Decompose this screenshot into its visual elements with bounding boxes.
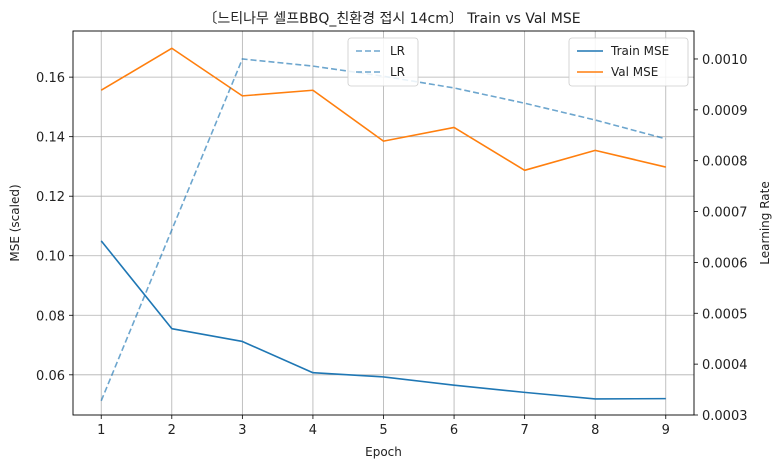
y2-tick-label: 0.0007 xyxy=(702,206,748,221)
x-tick-label: 9 xyxy=(662,423,670,438)
y-tick-label: 0.10 xyxy=(36,250,65,265)
chart-title: 〔느티나무 셀프BBQ_친환경 접시 14cm〕 Train vs Val MS… xyxy=(203,11,580,27)
legend-lr: LR LR xyxy=(347,37,419,87)
x-tick-label: 7 xyxy=(520,423,528,438)
series-line-train-mse xyxy=(100,240,666,400)
y2-tick-label: 0.0008 xyxy=(702,155,748,170)
legend-box xyxy=(347,37,419,87)
series-line-lr xyxy=(100,58,666,402)
y2-tick-label: 0.0006 xyxy=(702,256,748,271)
legend-box xyxy=(568,37,689,87)
y2-tick-label: 0.0003 xyxy=(702,409,748,424)
y-tick-label: 0.12 xyxy=(36,190,65,205)
legend-entry-label: Val MSE xyxy=(611,65,658,79)
x-tick-label: 8 xyxy=(591,423,599,438)
legend-mse: Train MSE Val MSE xyxy=(568,37,689,87)
y2-tick-label: 0.0010 xyxy=(702,53,748,68)
y2-tick-label: 0.0009 xyxy=(702,104,748,119)
ticks: 1 2 3 4 5 6 7 8 9 0.06 0.08 0.10 0.12 0.14 0.16 0.0003 0… xyxy=(36,53,747,438)
legend-entry-label: LR xyxy=(390,44,405,58)
x-tick-label: 5 xyxy=(379,423,387,438)
y-axis-label: MSE (scaled) xyxy=(8,184,22,261)
y2-tick-label: 0.0005 xyxy=(702,307,748,322)
x-tick-label: 3 xyxy=(238,423,246,438)
x-tick-label: 2 xyxy=(168,423,176,438)
legend-entry-label: LR xyxy=(390,65,405,79)
y-tick-label: 0.16 xyxy=(36,71,65,86)
y2-tick-label: 0.0004 xyxy=(702,358,748,373)
y-tick-label: 0.06 xyxy=(36,369,65,384)
legend-entry-label: Train MSE xyxy=(610,44,669,58)
series-line-val-mse xyxy=(100,47,666,172)
x-tick-label: 4 xyxy=(309,423,317,438)
y-tick-label: 0.14 xyxy=(36,131,65,146)
x-axis-label: Epoch xyxy=(365,445,402,459)
x-tick-label: 6 xyxy=(450,423,458,438)
x-tick-label: 1 xyxy=(97,423,105,438)
y2-axis-label: Learning Rate xyxy=(758,181,772,264)
series-layer xyxy=(100,47,666,402)
y-tick-label: 0.08 xyxy=(36,309,65,324)
